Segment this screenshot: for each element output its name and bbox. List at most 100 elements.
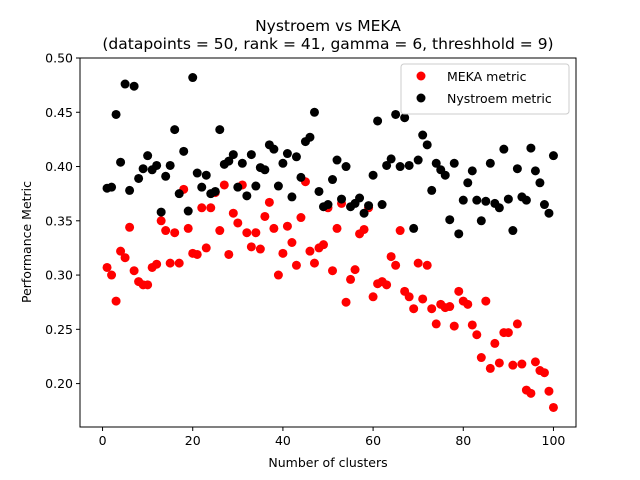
data-point [170,228,180,238]
y-axis-label: Performance Metric [19,181,34,303]
data-point [481,196,491,206]
data-point [291,152,301,162]
y-tick-label: 0.50 [45,51,73,66]
data-point [422,140,432,150]
data-point [174,189,184,199]
data-point [440,170,450,180]
data-point [170,125,180,135]
data-point [535,178,545,188]
data-point [174,258,184,268]
data-point [508,360,518,370]
data-point [409,304,419,314]
data-point [413,258,423,268]
data-point [512,164,522,174]
data-point [183,223,193,233]
data-point [368,170,378,180]
data-point [332,223,342,233]
data-point [355,193,365,203]
data-point [152,160,162,170]
data-point [386,154,396,164]
data-point [517,359,527,369]
x-tick-label: 60 [365,433,381,448]
data-point [413,155,423,165]
data-point [215,125,225,135]
data-point [161,226,171,236]
data-point [539,200,549,210]
data-point [539,368,549,378]
data-point [499,144,509,154]
data-point [156,216,166,226]
data-point [314,186,324,196]
x-tick-label: 20 [185,433,201,448]
data-point [273,181,283,191]
data-point [296,213,306,223]
data-point [544,208,554,218]
data-point [449,158,459,168]
x-axis-label: Number of clusters [268,455,387,470]
data-point [161,171,171,181]
data-point [125,185,135,195]
data-point [264,197,274,207]
data-point [134,173,144,183]
data-point [445,215,455,225]
data-point [233,218,243,228]
data-point [165,258,175,268]
data-point [269,223,279,233]
y-tick-label: 0.30 [45,268,73,283]
data-point [490,338,500,348]
data-point [318,240,328,250]
data-point [503,194,513,204]
x-tick-label: 40 [275,433,291,448]
data-point [197,182,207,192]
data-point [476,353,486,363]
data-point [476,216,486,226]
data-point [143,151,153,161]
data-point [494,358,504,368]
data-point [526,143,536,153]
data-point [332,155,342,165]
x-axis-ticks: 0 20 40 60 80 100 [99,427,565,448]
data-point [233,182,243,192]
data-point [458,195,468,205]
data-point [382,280,392,290]
data-point [246,150,256,160]
data-point [395,226,405,236]
data-point [364,201,374,211]
data-point [346,274,356,284]
data-point [129,266,139,276]
plot-frame [79,57,577,428]
data-point [445,302,455,312]
data-point [467,320,477,330]
data-point [382,160,392,170]
plot-points [102,73,558,412]
data-point [309,107,319,117]
data-point [328,266,338,276]
series-nystroem [102,73,558,239]
data-point [503,328,513,338]
data-point [188,73,198,83]
data-point [282,149,292,159]
data-point [201,170,211,180]
data-point [251,181,261,191]
y-tick-label: 0.40 [45,159,73,174]
data-point [210,186,220,196]
data-point [269,144,279,154]
data-point [454,229,464,239]
data-point [246,242,256,252]
x-tick-label: 0 [99,433,107,448]
data-point [165,160,175,170]
data-point [373,116,383,126]
data-point [224,249,234,259]
data-point [152,259,162,269]
data-point [260,211,270,221]
data-point [242,191,252,201]
y-axis-ticks: 0.20 0.25 0.30 0.35 0.40 0.45 0.50 [45,51,80,391]
data-point [485,363,495,373]
data-point [526,388,536,398]
data-point [242,228,252,238]
data-point [125,222,135,232]
data-point [305,246,315,256]
data-point [449,321,459,331]
data-point [179,146,189,156]
data-point [237,158,247,168]
